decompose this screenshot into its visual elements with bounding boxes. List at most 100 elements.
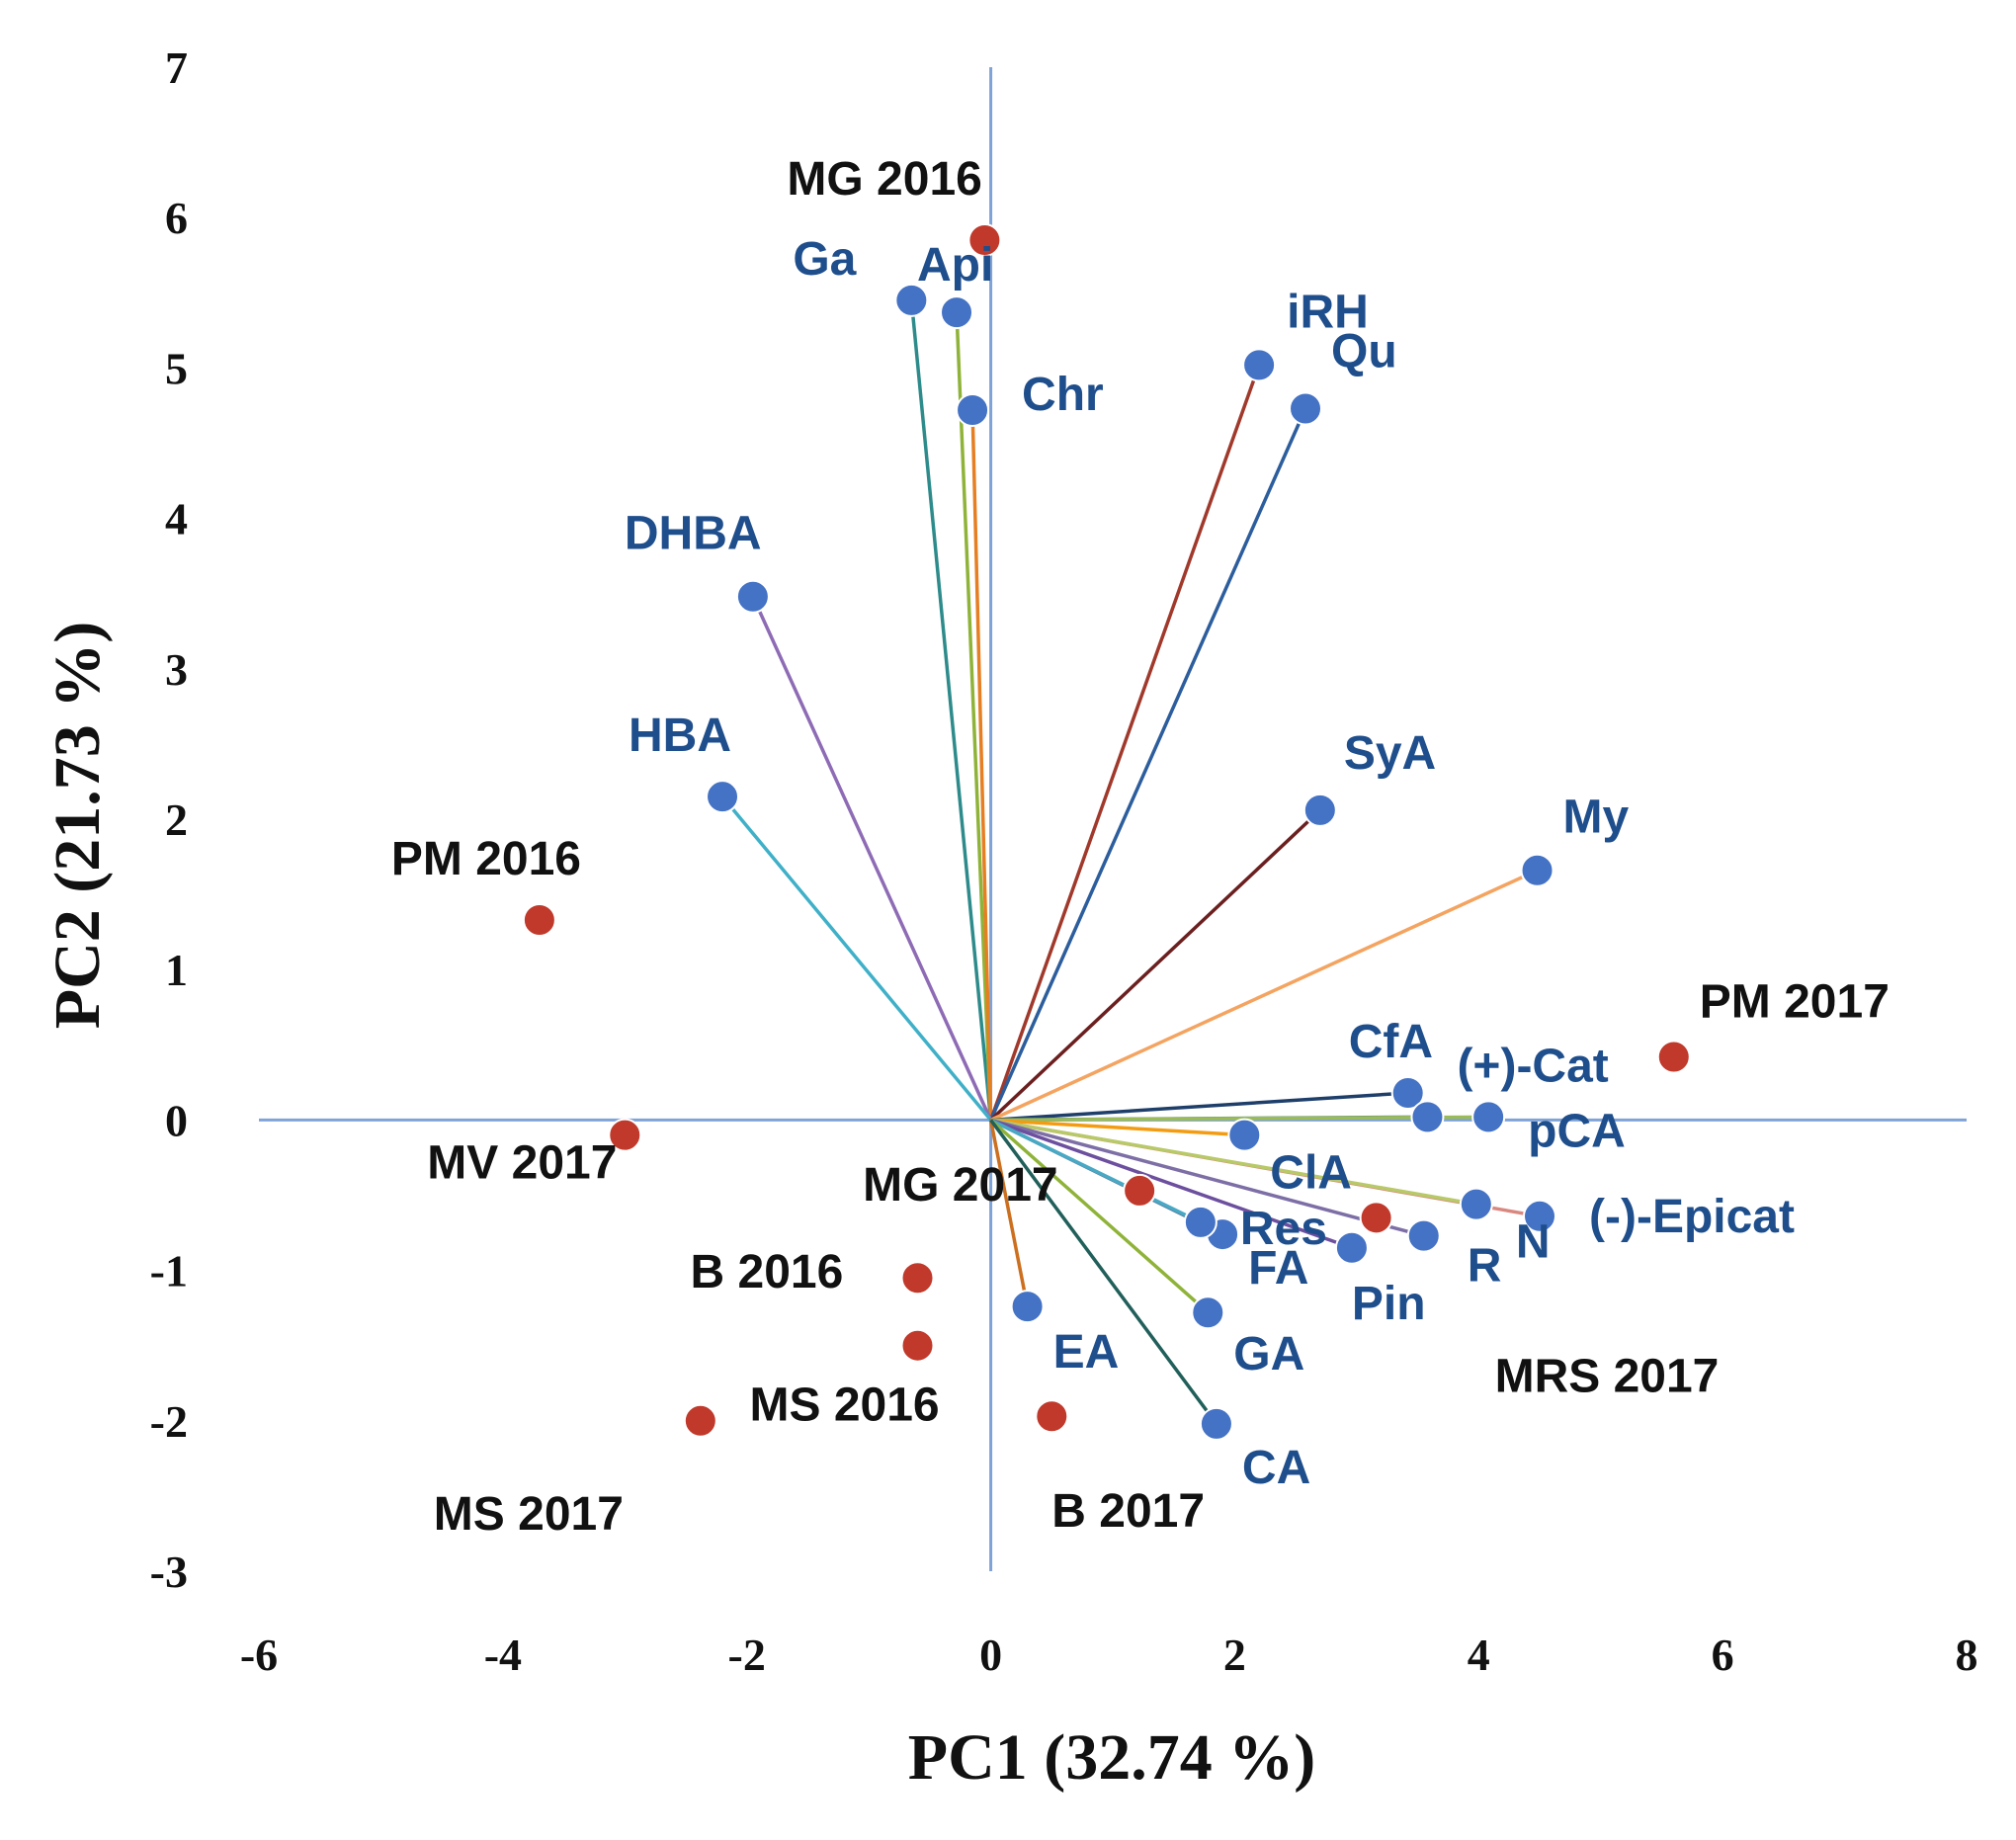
- loading-vector-api: [955, 312, 993, 1121]
- loading-vector-qu: [988, 407, 1307, 1122]
- variable-point-ca: [1199, 1406, 1233, 1441]
- variable-label-fa: FA: [1248, 1242, 1308, 1295]
- observation-point-mrs-2017: [1359, 1201, 1393, 1235]
- variable-point-r: [1406, 1218, 1441, 1253]
- x-tick-label: 4: [1468, 1630, 1490, 1680]
- variable-point-pin: [1334, 1230, 1369, 1265]
- loading-vector-hba: [720, 795, 992, 1122]
- variable-point-cfa: [1390, 1076, 1425, 1111]
- loading-vector-my: [989, 869, 1539, 1122]
- variable-point-ga: [894, 283, 929, 317]
- observation-point-mg-2017: [1123, 1173, 1157, 1208]
- variable-point-irh: [1242, 348, 1277, 382]
- loading-vector-pca: [990, 1115, 1489, 1123]
- loading-vector-chr: [970, 409, 993, 1121]
- variable-label-epicat: (-)-Epicat: [1589, 1191, 1795, 1243]
- variable-label-res: Res: [1240, 1203, 1327, 1255]
- variable-label-cla: ClA: [1270, 1147, 1352, 1200]
- y-tick-label: 0: [165, 1095, 188, 1145]
- variable-label-ea: EA: [1053, 1326, 1120, 1379]
- x-tick-label: -6: [240, 1630, 278, 1680]
- loading-vector-cfa: [990, 1091, 1408, 1123]
- variable-label-hba: HBA: [629, 710, 731, 762]
- variable-label-cat: (+)-Cat: [1457, 1040, 1608, 1092]
- observation-point-pm-2017: [1656, 1040, 1691, 1074]
- observation-label-pm-2016: PM 2016: [391, 833, 581, 885]
- observation-point-mg-2016: [967, 223, 1002, 258]
- loading-vector-ga: [989, 1119, 1210, 1314]
- variable-label-api: Api: [917, 239, 993, 292]
- observation-point-b-2016: [900, 1261, 935, 1296]
- y-tick-label: 5: [165, 343, 188, 393]
- observation-label-b-2017: B 2017: [1051, 1485, 1205, 1538]
- variable-label-r: R: [1468, 1240, 1502, 1293]
- observation-label-mrs-2017: MRS 2017: [1495, 1350, 1720, 1402]
- variable-point-sya: [1302, 793, 1337, 827]
- y-tick-label: -3: [150, 1547, 188, 1597]
- variable-point-epicat: [1523, 1199, 1556, 1233]
- y-tick-label: 2: [165, 795, 188, 845]
- loading-vector-sya: [989, 808, 1322, 1122]
- observation-point-ms-2017: [683, 1403, 717, 1438]
- loading-vector-r: [990, 1118, 1425, 1238]
- variable-point-n: [1459, 1187, 1493, 1221]
- variable-label-irh: iRH: [1287, 286, 1369, 338]
- variable-point-api: [940, 295, 974, 330]
- x-axis-title: PC1 (32.74 %): [908, 1721, 1315, 1794]
- observation-label-mg-2016: MG 2016: [787, 153, 981, 206]
- observation-label-ms-2017: MS 2017: [434, 1488, 624, 1541]
- points-group: [522, 223, 1691, 1441]
- loading-vector-n: [990, 1118, 1477, 1207]
- loading-vector-ca: [989, 1119, 1218, 1425]
- x-tick-label: 2: [1223, 1630, 1246, 1680]
- variable-point-qu: [1289, 391, 1323, 426]
- x-tick-label: 0: [979, 1630, 1002, 1680]
- observation-label-b-2016: B 2016: [691, 1246, 844, 1298]
- variable-point-ga: [1191, 1296, 1225, 1330]
- observation-label-mv-2017: MV 2017: [427, 1137, 617, 1190]
- variable-point-hba: [706, 780, 740, 814]
- y-axis-title: PC2 (21.73 %): [42, 622, 114, 1029]
- variable-label-ga: Ga: [793, 233, 856, 286]
- observation-point-ms-2016: [900, 1328, 935, 1363]
- loading-vector-pin: [989, 1118, 1353, 1250]
- loading-vector-res: [989, 1118, 1202, 1224]
- x-tick-label: -4: [484, 1630, 522, 1680]
- observation-point-mv-2017: [608, 1118, 642, 1152]
- variable-label-dhba: DHBA: [625, 508, 762, 560]
- variable-point-pca: [1471, 1100, 1506, 1134]
- y-tick-label: 4: [165, 494, 188, 544]
- x-tick-label: -2: [728, 1630, 766, 1680]
- loading-vector-ea: [988, 1120, 1030, 1307]
- variable-label-cfa: CfA: [1349, 1016, 1433, 1068]
- x-tick-label: 8: [1956, 1630, 1978, 1680]
- variable-label-ca: CA: [1242, 1442, 1310, 1494]
- variable-label-chr: Chr: [1022, 369, 1104, 421]
- observation-label-mg-2017: MG 2017: [863, 1159, 1057, 1212]
- variable-label-pca: pCA: [1528, 1105, 1626, 1157]
- y-tick-label: -2: [150, 1396, 188, 1447]
- y-tick-label: 1: [165, 945, 188, 995]
- variable-point-dhba: [735, 579, 770, 614]
- variable-point-cla: [1227, 1118, 1262, 1152]
- variable-label-pin: Pin: [1352, 1278, 1426, 1330]
- loading-vector-irh: [988, 364, 1261, 1121]
- x-tick-label: 6: [1712, 1630, 1734, 1680]
- y-tick-label: 7: [165, 42, 188, 93]
- y-tick-label: 6: [165, 193, 188, 243]
- variable-point-res: [1183, 1205, 1218, 1239]
- variable-label-my: My: [1563, 792, 1630, 844]
- variable-label-qu: Qu: [1331, 325, 1397, 377]
- observation-label-ms-2016: MS 2016: [750, 1380, 940, 1432]
- variable-label-n: N: [1516, 1216, 1551, 1269]
- variable-point-ea: [1010, 1290, 1045, 1324]
- variable-point-chr: [956, 393, 990, 428]
- variable-point-cat: [1410, 1100, 1445, 1134]
- tick-labels-group: -6 -4 -2 0 2 4 6 8 -3 -2 -1 0 1 2 3 4 5 6 7: [150, 42, 1978, 1680]
- loading-vector-dhba: [751, 596, 993, 1122]
- y-tick-label: -1: [150, 1246, 188, 1296]
- observation-point-b-2017: [1035, 1399, 1069, 1434]
- variable-point-my: [1520, 853, 1554, 887]
